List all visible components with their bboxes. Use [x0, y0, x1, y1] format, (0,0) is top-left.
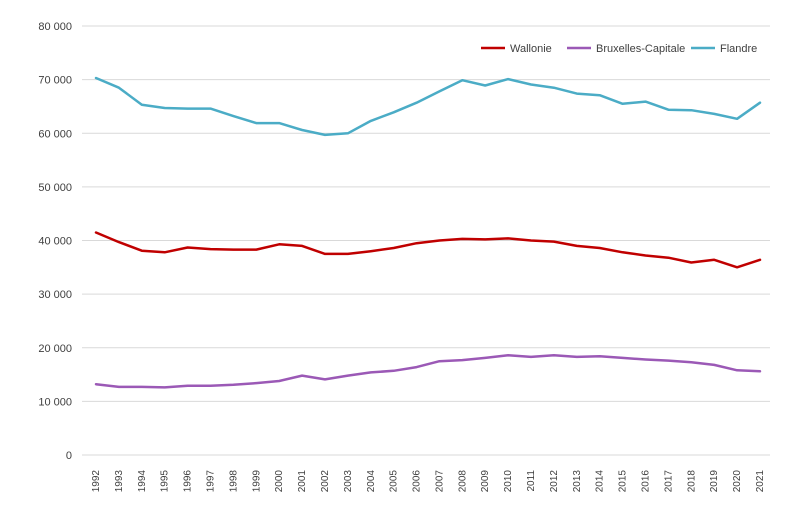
series-line-wallonie	[94, 231, 762, 269]
legend: Wallonie Bruxelles-Capitale Flandre	[481, 43, 757, 55]
y-tick-label: 20 000	[38, 343, 72, 355]
x-tick-label: 2004	[366, 470, 377, 493]
x-tick-label: 1994	[137, 470, 148, 493]
x-tick-label: 2001	[297, 470, 308, 493]
x-tick-label: 1996	[183, 470, 194, 493]
series-line-flandre	[94, 76, 762, 137]
x-tick-label: 1995	[160, 470, 171, 493]
series-lines	[94, 76, 762, 389]
y-axis-ticks: 0 10 000 20 000 30 000 40 000 50 000 60 000 70 …	[38, 21, 72, 462]
legend-label: Flandre	[720, 43, 757, 55]
x-tick-label: 2009	[480, 470, 491, 493]
x-tick-label: 2016	[641, 470, 652, 493]
legend-label: Bruxelles-Capitale	[596, 43, 685, 55]
y-tick-label: 50 000	[38, 182, 72, 194]
x-tick-label: 1998	[228, 470, 239, 493]
x-tick-label: 2008	[457, 470, 468, 493]
x-tick-label: 2002	[320, 470, 331, 493]
y-tick-label: 10 000	[38, 396, 72, 408]
x-tick-label: 1999	[251, 470, 262, 493]
legend-label: Wallonie	[510, 43, 552, 55]
x-tick-label: 2011	[526, 470, 537, 492]
x-tick-label: 2010	[503, 470, 514, 493]
x-tick-label: 2015	[618, 470, 629, 493]
x-tick-label: 2013	[572, 470, 583, 493]
x-axis-ticks: 1992 1993 1994 1995 1996 1997 1998 1999 2000 2001…	[91, 470, 766, 493]
x-tick-label: 2012	[549, 470, 560, 493]
x-tick-label: 2005	[389, 470, 400, 493]
gridlines	[82, 25, 770, 456]
x-tick-label: 1997	[205, 470, 216, 493]
x-tick-label: 2000	[274, 470, 285, 493]
x-tick-label: 2017	[663, 470, 674, 493]
x-tick-label: 1993	[114, 470, 125, 493]
x-tick-label: 2018	[686, 470, 697, 493]
x-tick-label: 2006	[412, 470, 423, 493]
x-tick-label: 2003	[343, 470, 354, 493]
y-tick-label: 70 000	[38, 75, 72, 87]
x-tick-label: 2020	[732, 470, 743, 493]
y-tick-label: 30 000	[38, 289, 72, 301]
x-tick-label: 2014	[595, 470, 606, 493]
x-tick-label: 1992	[91, 470, 102, 493]
series-line-bruxelles-capitale	[94, 354, 762, 389]
x-tick-label: 2021	[755, 470, 766, 493]
y-tick-label: 0	[66, 450, 72, 462]
y-tick-label: 80 000	[38, 21, 72, 33]
x-tick-label: 2019	[709, 470, 720, 493]
y-tick-label: 60 000	[38, 128, 72, 140]
y-tick-label: 40 000	[38, 236, 72, 248]
x-tick-label: 2007	[434, 470, 445, 493]
